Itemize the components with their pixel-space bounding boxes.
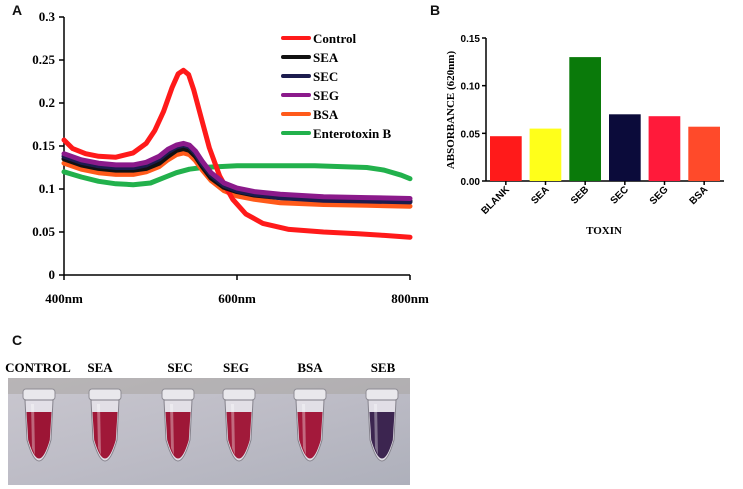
tube-highlight: [31, 404, 35, 455]
legend-label: Enterotoxin B: [313, 126, 391, 141]
y-tick-label: 0.00: [461, 177, 481, 188]
tube-rack-strip: [8, 378, 410, 394]
tube-highlight: [170, 404, 174, 455]
series-line-control: [61, 67, 413, 240]
x-tick-label: 800nm: [391, 291, 429, 306]
y-tick-label: 0.05: [32, 224, 55, 239]
tube-sea: [88, 388, 122, 462]
tube-cap: [88, 388, 122, 401]
tube-label: CONTROL: [5, 360, 71, 375]
tube-highlight: [374, 404, 378, 455]
y-tick-label: 0.1: [39, 181, 55, 196]
y-tick-label: 0.2: [39, 95, 55, 110]
bar-bsa: [688, 126, 720, 181]
panel-a-letter: A: [12, 2, 22, 18]
series-line-enterotoxin-b: [61, 163, 413, 188]
y-tick-label: 0.05: [461, 129, 481, 140]
tube-highlight: [231, 404, 235, 455]
tube-cap: [222, 388, 256, 401]
tube-liquid: [297, 412, 323, 459]
y-tick-label: 0.3: [39, 9, 56, 24]
tube-liquid: [369, 412, 395, 459]
bar-seg: [648, 116, 681, 181]
panel-b-bar-chart: 0.00 0.05 0.10 0.15 BLANK SEA SEB SEC SEG BSA TOXI…: [445, 34, 724, 237]
bar-sec: [609, 114, 641, 181]
y-tick-label: 0.25: [32, 52, 55, 67]
tube-label: SEA: [87, 360, 113, 375]
legend-label: Control: [313, 31, 356, 46]
tube-cap: [365, 388, 399, 401]
legend-label: BSA: [313, 107, 339, 122]
x-tick-label: BSA: [688, 184, 711, 207]
tube-label: SEB: [371, 360, 396, 375]
tube-label: SEC: [167, 360, 192, 375]
tube-liquid: [226, 412, 252, 459]
x-tick-label: SEC: [609, 184, 631, 206]
tube-label: SEG: [223, 360, 249, 375]
legend-label: SEC: [313, 69, 338, 84]
y-tick-label: 0.15: [32, 138, 55, 153]
tube-seb: [365, 388, 399, 462]
tube-liquid: [26, 412, 52, 459]
series-line-bsa: [61, 150, 413, 209]
x-tick-label: 600nm: [218, 291, 256, 306]
panel-c-letter: C: [12, 332, 22, 348]
tube-control: [22, 388, 56, 462]
tube-label: BSA: [297, 360, 323, 375]
series-line-seg: [61, 140, 413, 201]
x-axis-title: TOXIN: [586, 225, 622, 237]
photo-background: [8, 378, 410, 485]
y-tick-label: 0.10: [461, 82, 481, 93]
tube-cap: [161, 388, 195, 401]
tube-highlight: [97, 404, 101, 455]
y-axis-title: ABSORBANCE (620nm): [445, 51, 457, 170]
tube-liquid: [92, 412, 118, 459]
bar-sea: [529, 128, 562, 181]
y-tick-label: 0: [49, 267, 56, 282]
legend-label: SEA: [313, 50, 339, 65]
tube-bsa: [293, 388, 327, 462]
tube-seg: [222, 388, 256, 462]
tube-cap: [22, 388, 56, 401]
panel-a-line-chart: 0 0.05 0.1 0.15 0.2 0.25 0.3 400nm 600nm 800nm Con…: [32, 9, 429, 306]
tube-cap: [293, 388, 327, 401]
panel-b-letter: B: [430, 2, 440, 18]
x-tick-label: BLANK: [479, 184, 512, 217]
bar-seb: [569, 57, 601, 181]
panel-c-photo: CONTROL SEA SEC SEG BSA SEB: [5, 360, 410, 485]
y-tick-label: 0.15: [461, 34, 481, 45]
x-tick-label: 400nm: [45, 291, 83, 306]
tube-sec: [161, 388, 195, 462]
tube-liquid: [165, 412, 191, 459]
x-tick-label: SEG: [648, 184, 671, 207]
x-tick-label: SEA: [529, 184, 551, 206]
x-tick-label: SEB: [569, 184, 591, 206]
tube-highlight: [302, 404, 306, 455]
bar-blank: [490, 136, 522, 181]
legend-label: SEG: [313, 88, 339, 103]
